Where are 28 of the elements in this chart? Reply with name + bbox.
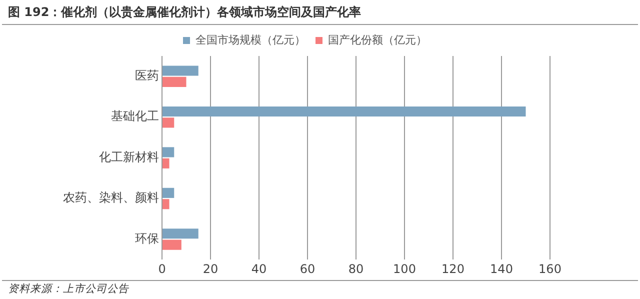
chart-title: 图 192：催化剂（以贵金属催化剂计）各领域市场空间及国产化率 — [2, 0, 638, 25]
x-tick-label: 20 — [202, 262, 218, 276]
bar — [162, 240, 182, 250]
text: 资料来源：上市公司公告 — [2, 280, 638, 296]
bar — [162, 188, 174, 198]
x-tick-label: 140 — [490, 262, 513, 276]
x-tick-label: 0 — [158, 262, 166, 276]
bar — [162, 106, 526, 117]
bar — [162, 147, 174, 158]
legend-label: 国产化份额（亿元） — [328, 33, 427, 46]
x-tick-label: 100 — [393, 262, 416, 276]
bar — [162, 228, 198, 239]
y-tick-label: 医药 — [135, 68, 159, 82]
x-tick-label: 120 — [442, 262, 464, 276]
x-tick-label: 40 — [251, 262, 267, 276]
bar — [162, 158, 170, 168]
x-tick-label: 60 — [300, 262, 316, 276]
y-tick-label: 农药、染料、颜料 — [63, 190, 159, 205]
bar — [162, 118, 174, 128]
bar — [162, 76, 186, 87]
y-tick-label: 化工新材料 — [99, 150, 159, 164]
bar — [162, 66, 198, 76]
x-tick-label: 160 — [538, 262, 562, 276]
y-tick-label: 环保 — [135, 231, 159, 246]
legend-label: 全国市场规模（亿元） — [196, 33, 306, 46]
bar — [162, 199, 170, 210]
x-tick-label: 80 — [348, 262, 364, 276]
y-tick-label: 基础化工 — [111, 109, 159, 124]
